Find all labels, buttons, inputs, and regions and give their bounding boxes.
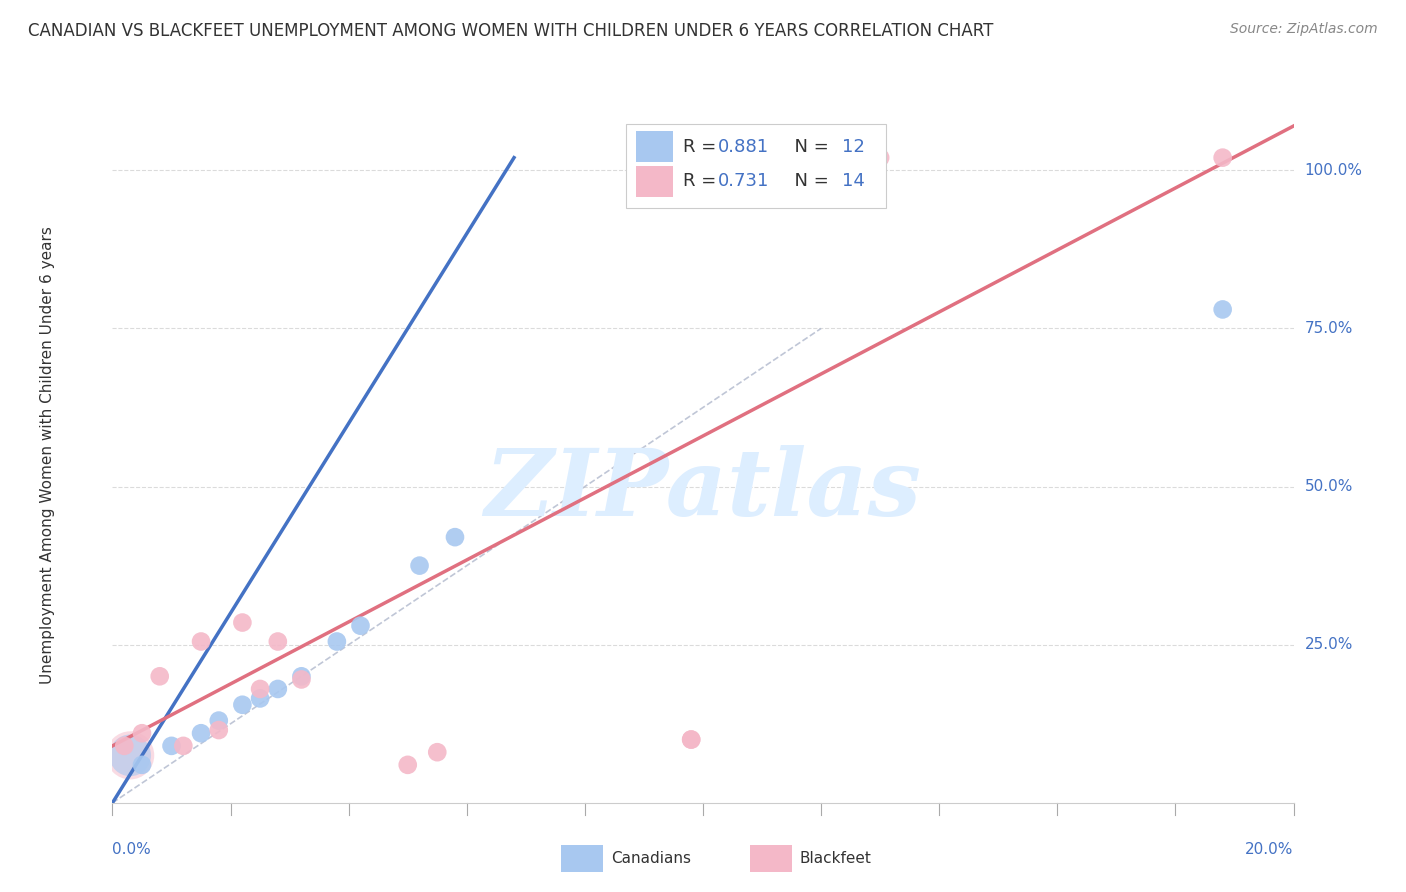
Point [231, 698, 253, 712]
Point [190, 634, 212, 648]
Text: 14: 14 [842, 172, 865, 191]
Text: CANADIAN VS BLACKFEET UNEMPLOYMENT AMONG WOMEN WITH CHILDREN UNDER 6 YEARS CORRE: CANADIAN VS BLACKFEET UNEMPLOYMENT AMONG… [28, 22, 994, 40]
Point [426, 745, 449, 759]
Text: 25.0%: 25.0% [1305, 637, 1353, 652]
Text: Unemployment Among Women with Children Under 6 years: Unemployment Among Women with Children U… [39, 226, 55, 684]
Point [120, 748, 142, 763]
Text: 0.881: 0.881 [718, 137, 769, 156]
Text: R =: R = [683, 172, 721, 191]
Text: R =: R = [683, 137, 721, 156]
Point [326, 634, 349, 648]
Bar [636, 166, 673, 197]
Bar [751, 845, 792, 872]
Point [190, 726, 212, 740]
Point [231, 615, 253, 630]
Point [208, 723, 231, 737]
Text: Canadians: Canadians [610, 851, 690, 866]
Text: Source: ZipAtlas.com: Source: ZipAtlas.com [1230, 22, 1378, 37]
Text: ZIPatlas: ZIPatlas [485, 445, 921, 534]
Point [249, 691, 271, 706]
Text: 50.0%: 50.0% [1305, 479, 1353, 494]
Point [112, 739, 135, 753]
Point [131, 726, 153, 740]
Point [290, 673, 312, 687]
Point [869, 151, 891, 165]
Point [249, 681, 271, 696]
Point [1212, 151, 1234, 165]
Point [681, 732, 703, 747]
Point [681, 732, 703, 747]
Point [160, 739, 183, 753]
Point [120, 748, 142, 763]
Point [267, 634, 290, 648]
Point [396, 757, 419, 772]
Point [172, 739, 194, 753]
Text: 75.0%: 75.0% [1305, 321, 1353, 336]
Bar [626, 124, 886, 208]
Text: N =: N = [783, 137, 835, 156]
Bar [561, 845, 603, 872]
Text: 0.0%: 0.0% [112, 842, 152, 856]
Text: 12: 12 [842, 137, 865, 156]
Text: 0.731: 0.731 [718, 172, 769, 191]
Point [149, 669, 172, 683]
Text: 100.0%: 100.0% [1305, 163, 1362, 178]
Point [349, 618, 371, 632]
Point [662, 151, 685, 165]
Point [290, 669, 312, 683]
Point [267, 681, 290, 696]
Point [408, 558, 430, 573]
Text: 20.0%: 20.0% [1246, 842, 1294, 856]
Point [131, 757, 153, 772]
Text: Blackfeet: Blackfeet [800, 851, 872, 866]
Bar [636, 131, 673, 162]
Point [1212, 302, 1234, 317]
Point [208, 714, 231, 728]
Point [444, 530, 467, 544]
Text: N =: N = [783, 172, 835, 191]
